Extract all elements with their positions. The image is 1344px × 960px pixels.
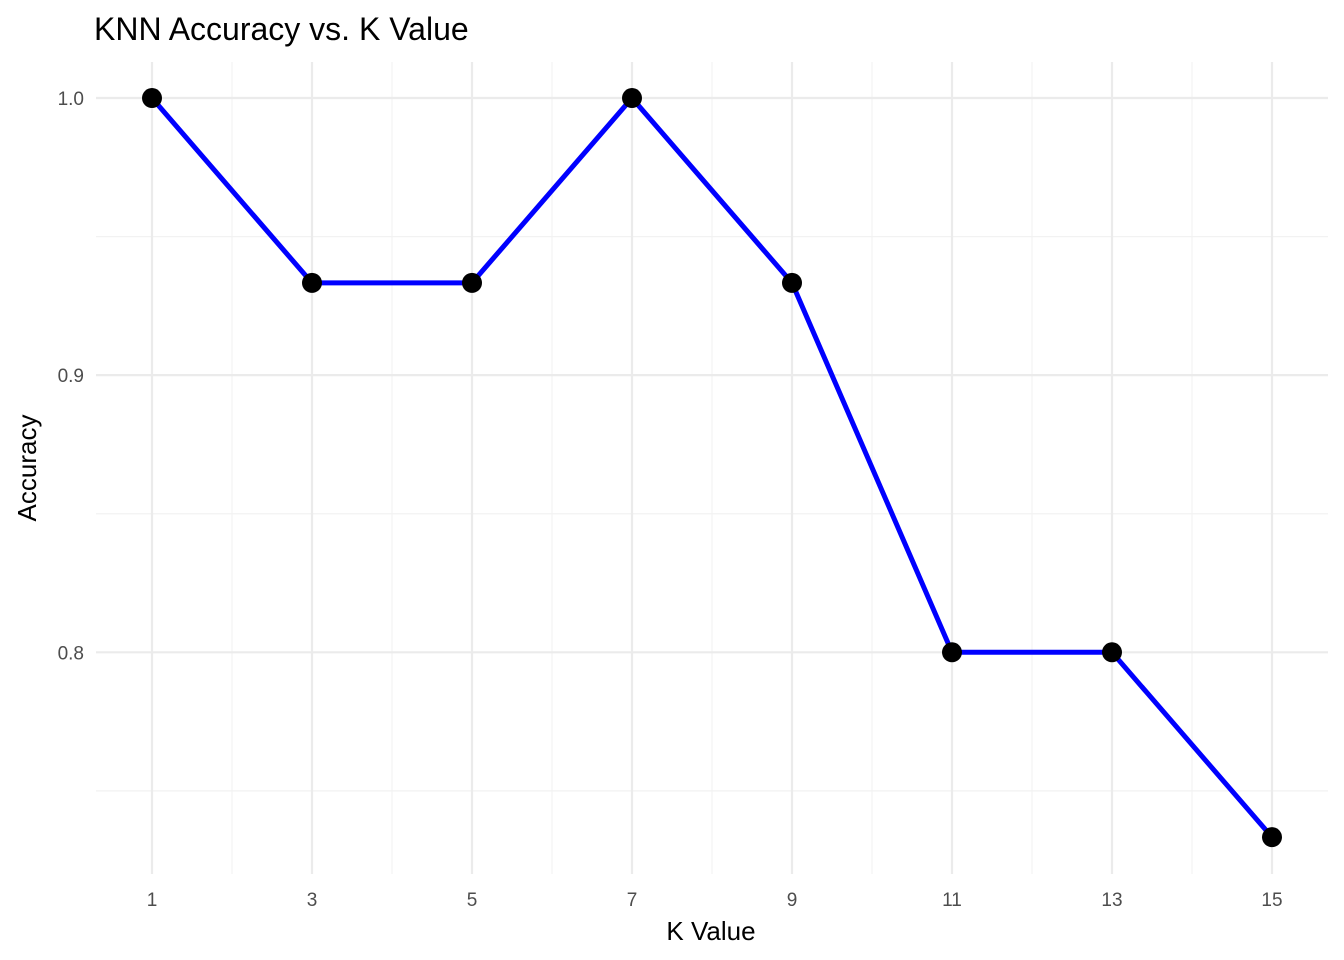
data-point-k11 [942,642,962,663]
data-point-k9 [782,272,802,293]
series-line-0 [149,95,1275,840]
x-tick-label: 11 [942,890,962,911]
data-points-layer [142,88,1282,848]
data-point-k13 [1102,642,1122,663]
x-tick-labels: 1 3 5 7 9 11 13 15 [147,890,1283,911]
x-tick-label: 15 [1261,890,1282,911]
x-tick-label: 7 [627,890,638,911]
y-axis-title: Accuracy [12,415,42,522]
y-tick-label: 1.0 [58,89,84,110]
grid [96,62,1328,874]
data-point-k5 [462,272,482,293]
data-point-k1 [142,88,162,109]
y-tick-label: 0.8 [58,643,84,664]
x-tick-label: 1 [147,890,158,911]
x-axis-title: K Value [666,916,755,946]
x-tick-label: 5 [467,890,478,911]
series-line-layer [149,95,1275,840]
y-tick-label: 0.9 [58,366,84,387]
chart-title: KNN Accuracy vs. K Value [94,11,469,47]
data-point-k3 [302,272,322,293]
x-tick-label: 9 [787,890,798,911]
x-tick-label: 13 [1101,890,1122,911]
y-tick-labels: 0.8 0.9 1.0 [58,89,84,664]
x-tick-label: 3 [307,890,318,911]
data-point-k7 [622,88,642,109]
data-point-k15 [1262,827,1282,848]
